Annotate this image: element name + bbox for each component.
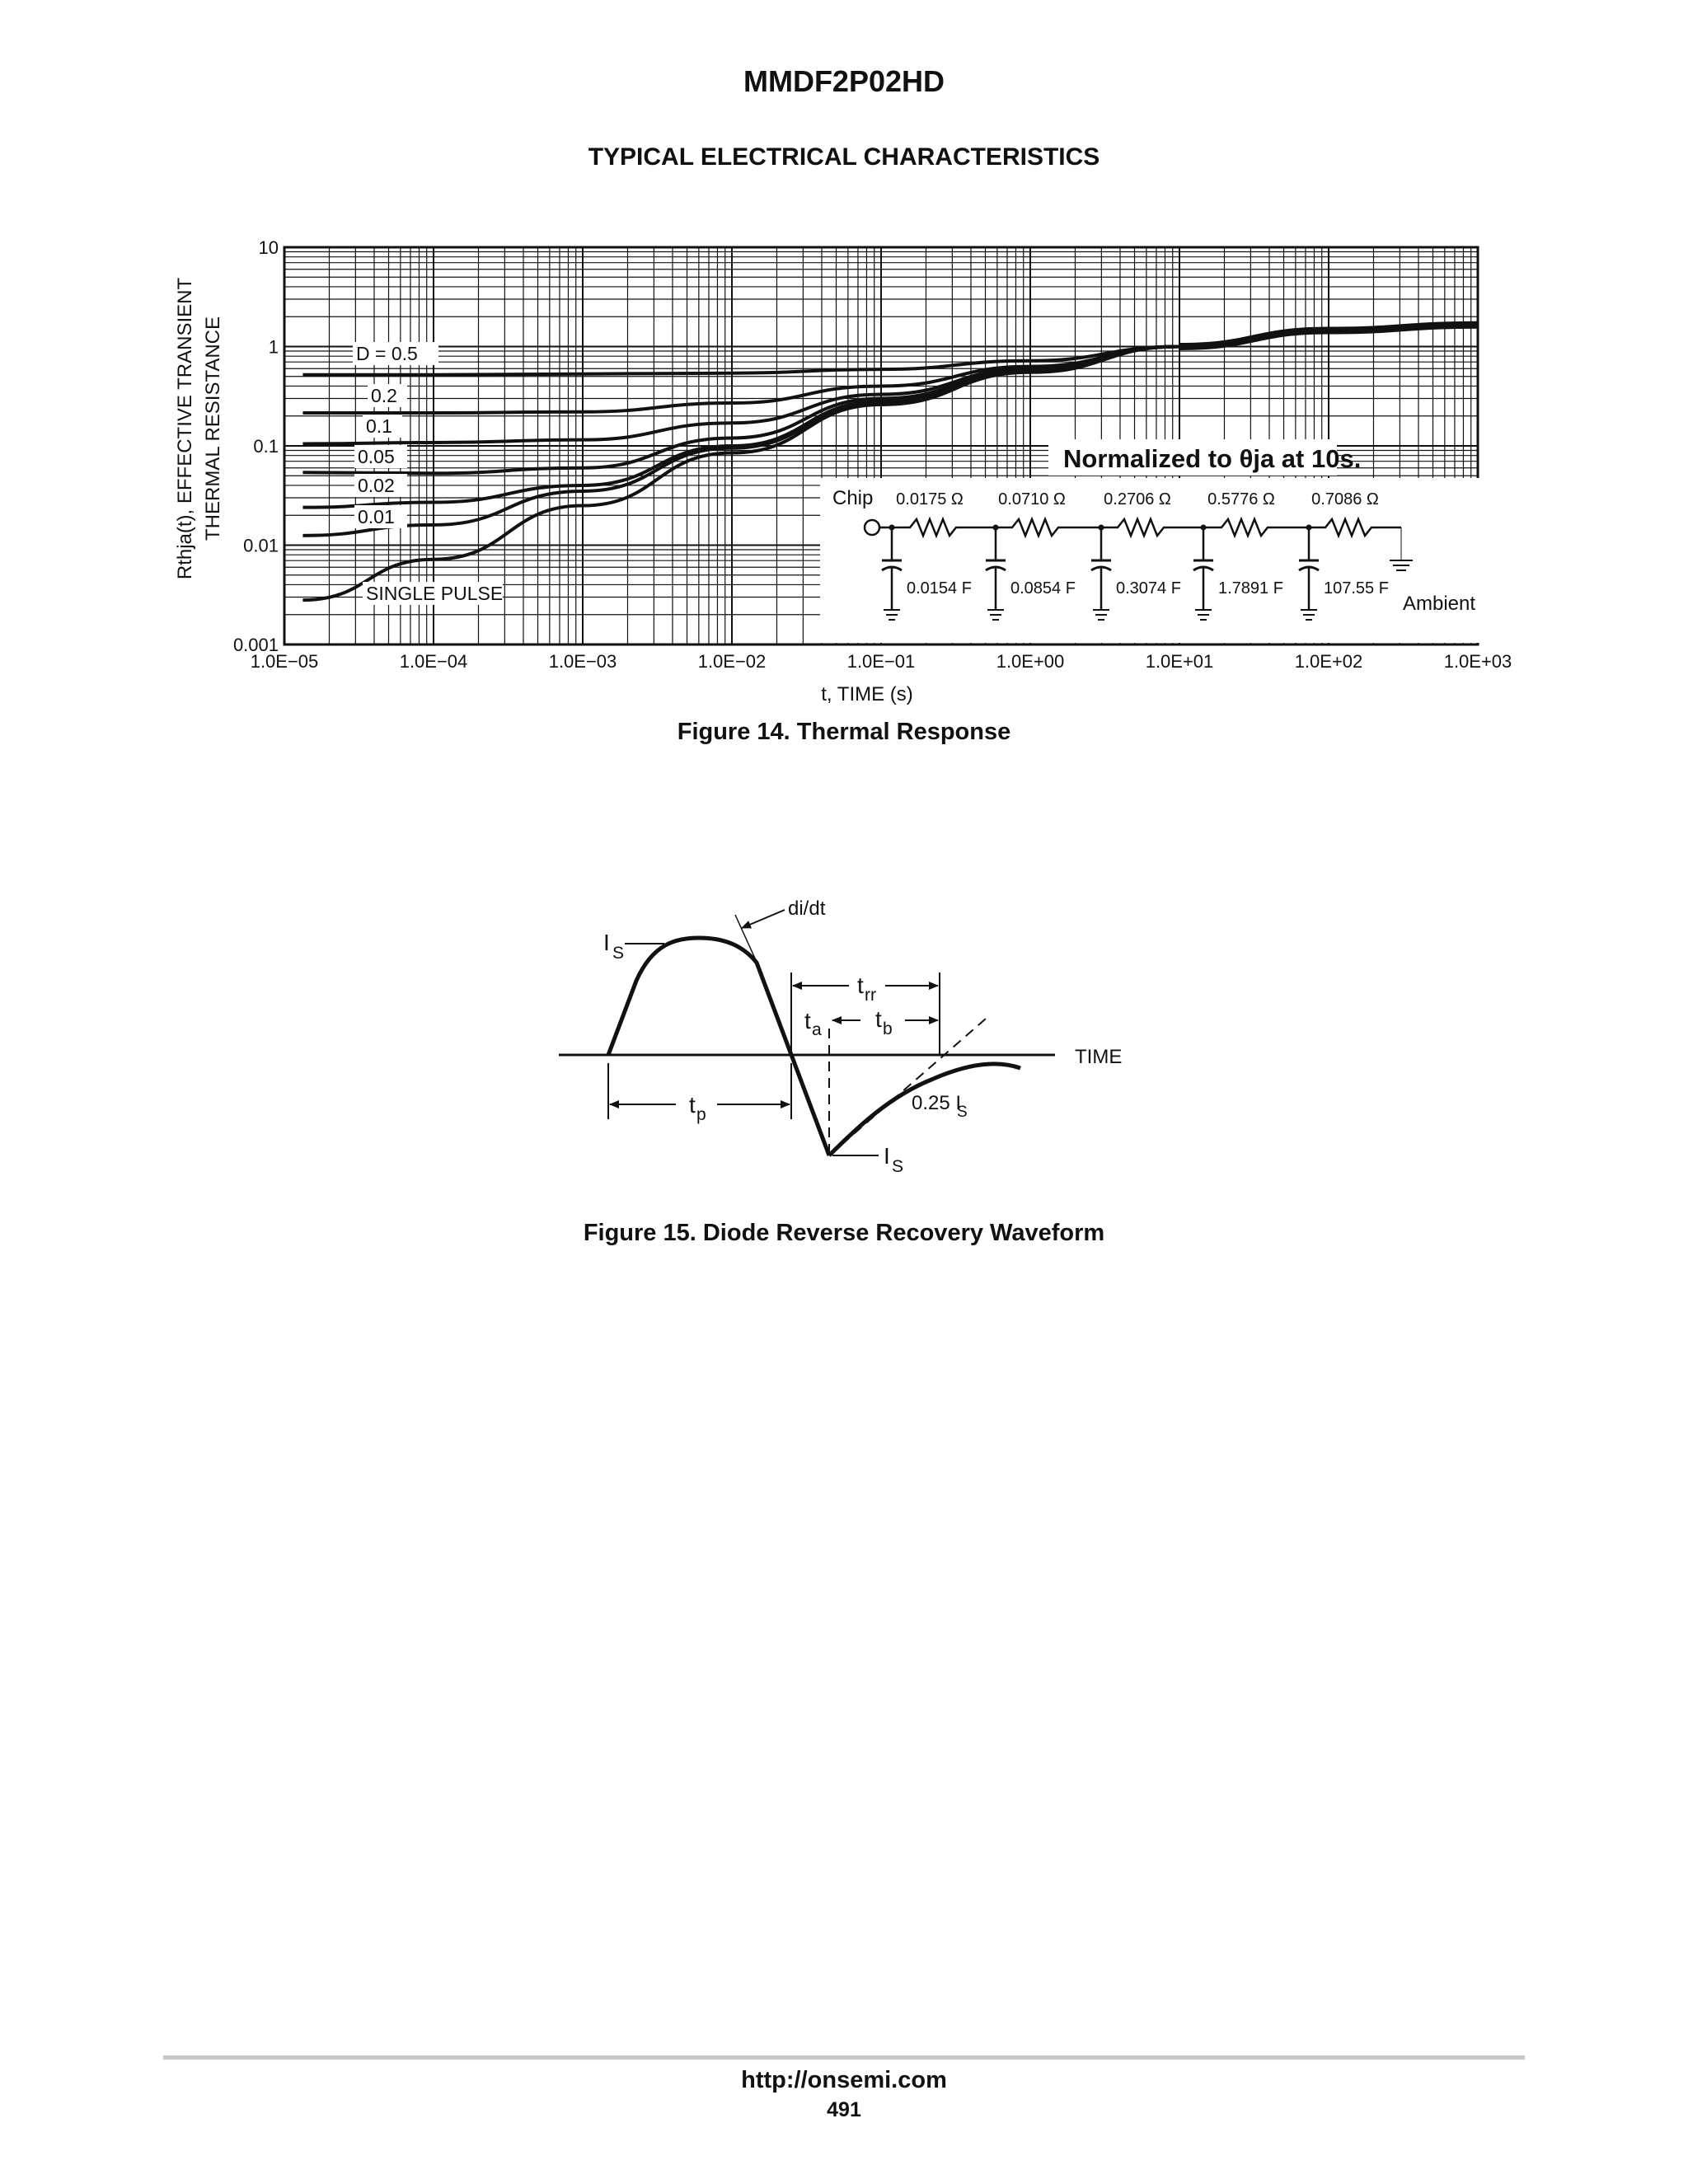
x-tick-label: 1.0E−02 [698, 651, 767, 672]
x-tick-label: 1.0E−04 [400, 651, 468, 672]
resistor-label: 0.0710 Ω [998, 490, 1066, 509]
time-label: TIME [1075, 1046, 1122, 1068]
y-tick-label: 1 [269, 337, 279, 358]
series-label-bg [363, 582, 503, 605]
quarter-is-subscript: S [957, 1104, 968, 1121]
series-lines [302, 321, 1479, 602]
series-tail-line [1179, 321, 1479, 350]
x-tick-label: 1.0E−03 [549, 651, 617, 672]
series-label-bg [354, 505, 407, 528]
series-label: SINGLE PULSE [366, 583, 503, 604]
capacitor-label: 0.0854 F [1010, 579, 1076, 598]
is-bottom-label: I [884, 1143, 890, 1169]
chip-terminal [863, 518, 881, 537]
figure15-caption: Figure 15. Diode Reverse Recovery Wavefo… [583, 1220, 1105, 1246]
y-tick-labels: 10 1 0.1 0.01 0.001 [233, 237, 279, 655]
quarter-is-label: 0.25 I [912, 1092, 961, 1114]
tb-subscript: b [883, 1019, 893, 1038]
resistor-label: 0.7086 Ω [1311, 490, 1379, 509]
tp-subscript: p [696, 1105, 706, 1124]
x-tick-labels: 1.0E−05 1.0E−04 1.0E−03 1.0E−02 1.0E−01 1.0E+… [251, 651, 1512, 672]
x-tick-label: 1.0E+02 [1295, 651, 1363, 672]
capacitor-label: 1.7891 F [1218, 579, 1283, 598]
y-tick-label: 10 [259, 237, 279, 258]
plot-frame [283, 246, 1479, 646]
is-peak-label: I [603, 930, 610, 955]
forward-current-waveform [606, 935, 832, 1156]
x-tick-label: 1.0E−05 [251, 651, 319, 672]
rc-network-diagram: Chip 0.0175 Ω 0.0710 Ω 0.2706 Ω 0.5776 Ω 0.70… [832, 487, 1475, 621]
series-label-bg [353, 342, 438, 365]
series-labels: D = 0.5 0.2 0.1 0.05 0.02 0.01 SINGLE PULSE [353, 342, 503, 605]
y-axis-label-line1: Rthja(t), EFFECTIVE TRANSIENT [174, 278, 196, 580]
page-number: 491 [827, 2098, 861, 2121]
y-tick-label: 0.001 [233, 635, 279, 655]
section-title: TYPICAL ELECTRICAL CHARACTERISTICS [588, 143, 1100, 171]
is-peak-subscript: S [612, 944, 624, 963]
series-label-bg [363, 415, 402, 438]
series-label-bg [354, 445, 407, 468]
series-label: 0.01 [358, 506, 395, 527]
resistor-label: 0.0175 Ω [896, 490, 964, 509]
chip-label: Chip [832, 487, 873, 509]
trr-subscript: rr [865, 986, 876, 1005]
resistor-label: 0.5776 Ω [1207, 490, 1275, 509]
x-tick-label: 1.0E+03 [1444, 651, 1512, 672]
trr-label: t [857, 972, 864, 998]
document-title: MMDF2P02HD [743, 64, 945, 98]
y-axis-label-line2: THERMAL RESISTANCE [202, 316, 224, 541]
recovery-curve [828, 1062, 1021, 1157]
footer-url[interactable]: http://onsemi.com [741, 2067, 947, 2093]
network-wire [879, 516, 1401, 539]
x-tick-label: 1.0E−01 [847, 651, 916, 672]
capacitor-label: 107.55 F [1324, 579, 1389, 598]
series-label: D = 0.5 [356, 343, 418, 364]
figure14-caption: Figure 14. Thermal Response [677, 719, 1011, 745]
series-label: 0.05 [358, 446, 395, 467]
capacitor-label: 0.3074 F [1116, 579, 1181, 598]
ambient-label: Ambient [1403, 593, 1475, 615]
tb-label: t [875, 1006, 882, 1032]
normalized-note: Normalized to θja at 10s. [1063, 444, 1361, 473]
x-tick-label: 1.0E+01 [1146, 651, 1214, 672]
resistor-label: 0.2706 Ω [1104, 490, 1171, 509]
series-label: 0.2 [371, 385, 397, 406]
didt-arrow [741, 909, 785, 929]
y-tick-label: 0.01 [243, 536, 279, 556]
series-label: 0.02 [358, 475, 395, 496]
x-axis-label: t, TIME (s) [821, 683, 913, 705]
ta-label: t [804, 1008, 811, 1033]
network-inset [820, 478, 1479, 643]
series-label: 0.1 [366, 415, 392, 437]
x-tick-label: 1.0E+00 [996, 651, 1065, 672]
didt-tangent [734, 914, 761, 970]
recovery-extrapolation-line [828, 1018, 987, 1156]
tp-label: t [689, 1092, 696, 1118]
series-label-bg [368, 384, 407, 407]
y-tick-label: 0.1 [253, 436, 279, 457]
footer-divider [163, 2055, 1525, 2060]
series-label-bg [354, 474, 407, 497]
capacitor-label: 0.0154 F [907, 579, 972, 598]
is-bottom-subscript: S [892, 1157, 903, 1176]
normalized-note-box [1048, 439, 1337, 476]
ta-subscript: a [812, 1020, 822, 1039]
didt-label: di/dt [788, 898, 826, 920]
